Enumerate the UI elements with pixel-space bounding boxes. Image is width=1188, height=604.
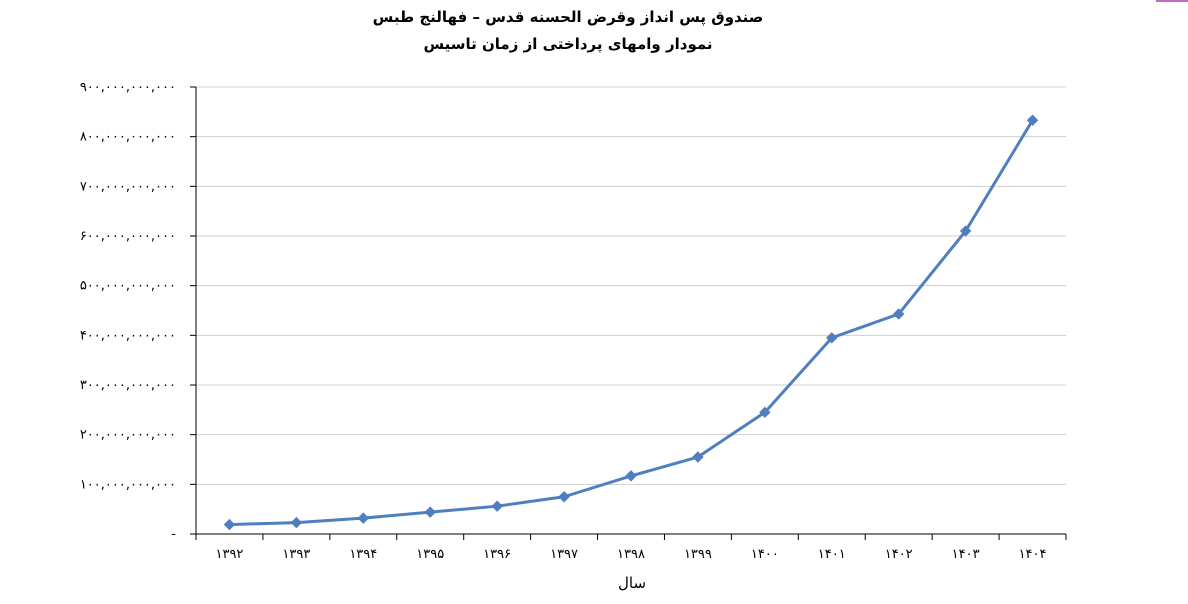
axes bbox=[190, 86, 1067, 540]
series-line bbox=[229, 119, 1034, 527]
y-tick-label: - bbox=[171, 527, 176, 542]
x-tick-label: ۱۳۹۸ bbox=[617, 547, 645, 562]
y-tick-label: ۵۰۰,۰۰۰,۰۰۰,۰۰۰ bbox=[80, 279, 176, 294]
gridlines bbox=[196, 86, 1066, 485]
y-tick-label: ۴۰۰,۰۰۰,۰۰۰,۰۰۰ bbox=[80, 328, 176, 343]
data-point bbox=[558, 491, 570, 503]
y-tick-label: ۱۰۰,۰۰۰,۰۰۰,۰۰۰ bbox=[80, 477, 176, 492]
x-tick-label: ۱۳۹۷ bbox=[550, 547, 578, 562]
x-tick-label: ۱۳۹۴ bbox=[349, 547, 377, 562]
y-tick-label: ۳۰۰,۰۰۰,۰۰۰,۰۰۰ bbox=[80, 378, 176, 393]
series-layer bbox=[223, 114, 1039, 531]
x-tick-label: ۱۳۹۶ bbox=[483, 547, 511, 562]
data-point bbox=[290, 516, 303, 529]
window-edge-mark bbox=[1156, 0, 1188, 2]
x-tick-label: ۱۴۰۲ bbox=[885, 547, 913, 562]
x-tick-label: ۱۴۰۳ bbox=[952, 547, 980, 562]
x-tick-label: ۱۴۰۴ bbox=[1019, 547, 1047, 562]
x-tick-label: ۱۴۰۱ bbox=[818, 547, 846, 562]
x-tick-label: ۱۴۰۰ bbox=[751, 547, 779, 562]
x-axis-label: سال bbox=[618, 574, 646, 592]
chart-subtitle: نمودار وامهای پرداختی از زمان تاسیس bbox=[423, 35, 712, 54]
x-tick-label: ۱۳۹۳ bbox=[282, 547, 310, 562]
data-point bbox=[959, 225, 972, 237]
y-tick-label: ۸۰۰,۰۰۰,۰۰۰,۰۰۰ bbox=[80, 130, 176, 145]
x-axis-ticks: ۱۳۹۲ ۱۳۹۳ ۱۳۹۴ ۱۳۹۵ ۱۳۹۶ ۱۳۹۷ ۱۳۹۸ ۱۳۹۹ ۱۴۰۰ ۱۴۰۱… bbox=[215, 547, 1046, 562]
data-point bbox=[759, 406, 771, 419]
y-tick-label: ۶۰۰,۰۰۰,۰۰۰,۰۰۰ bbox=[80, 229, 176, 244]
data-point bbox=[692, 451, 704, 463]
data-point bbox=[491, 500, 503, 512]
data-point bbox=[625, 470, 637, 482]
data-point bbox=[424, 506, 436, 518]
y-tick-label: ۹۰۰,۰۰۰,۰۰۰,۰۰۰ bbox=[80, 80, 176, 95]
y-tick-label: ۲۰۰,۰۰۰,۰۰۰,۰۰۰ bbox=[80, 428, 176, 443]
data-point bbox=[357, 512, 370, 524]
y-axis-ticks: - ۱۰۰,۰۰۰,۰۰۰,۰۰۰ ۲۰۰,۰۰۰,۰۰۰,۰۰۰ ۳۰۰,۰۰۰,۰… bbox=[80, 80, 176, 542]
x-tick-label: ۱۳۹۹ bbox=[684, 547, 712, 562]
y-tick-label: ۷۰۰,۰۰۰,۰۰۰,۰۰۰ bbox=[80, 179, 176, 194]
data-point bbox=[826, 332, 838, 344]
data-point bbox=[1026, 114, 1039, 126]
chart-title: صندوق پس انداز وقرض الحسنه قدس – فهالنج … bbox=[373, 8, 764, 27]
data-point bbox=[892, 308, 905, 320]
x-tick-label: ۱۳۹۵ bbox=[416, 547, 444, 562]
x-tick-label: ۱۳۹۲ bbox=[215, 547, 243, 562]
data-point bbox=[223, 518, 236, 531]
